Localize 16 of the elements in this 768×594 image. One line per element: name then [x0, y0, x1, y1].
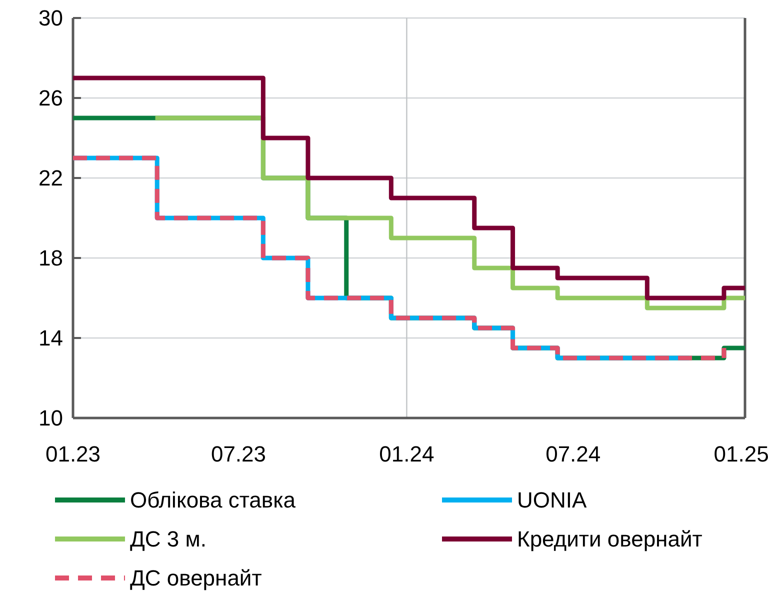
legend-label: ДС 3 м. — [130, 526, 206, 552]
y-tick-label: 26 — [38, 86, 63, 110]
x-tick-label: 07.23 — [210, 442, 266, 466]
y-tick-label: 22 — [38, 166, 63, 190]
x-tick-label: 01.24 — [379, 442, 434, 466]
x-tick-label: 01.23 — [45, 442, 101, 466]
legend-label: Облікова ставка — [130, 488, 296, 512]
y-tick-label: 18 — [38, 246, 63, 270]
legend-label: ДС овернайт — [130, 566, 262, 590]
y-tick-label: 30 — [38, 6, 63, 30]
x-tick-label: 07.24 — [546, 442, 601, 466]
legend-label: UONIA — [517, 488, 587, 512]
legend-label: Кредити овернайт — [517, 526, 702, 552]
y-tick-label: 10 — [38, 406, 63, 430]
y-tick-label: 14 — [38, 326, 63, 350]
x-tick-label: 01.25 — [714, 442, 768, 466]
